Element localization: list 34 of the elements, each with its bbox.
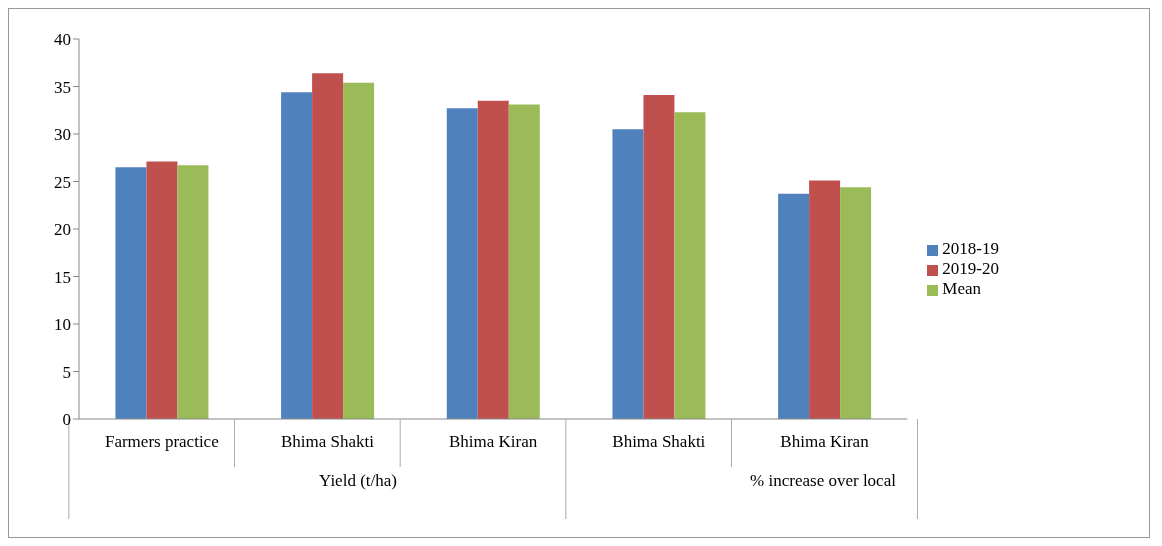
bar xyxy=(477,100,509,419)
y-tick-label: 35 xyxy=(54,77,71,97)
bar xyxy=(643,95,675,419)
bar xyxy=(612,129,644,419)
legend-label: 2018-19 xyxy=(942,239,999,258)
y-tick-label: 40 xyxy=(54,30,71,50)
bar xyxy=(508,104,540,419)
y-tick-label: 10 xyxy=(54,315,71,335)
y-tick-label: 20 xyxy=(54,220,71,240)
x-tick-label: Bhima Kiran xyxy=(780,432,870,451)
bar xyxy=(343,82,375,419)
bar xyxy=(177,165,209,419)
y-tick-label: 15 xyxy=(54,267,71,287)
bar xyxy=(446,108,478,419)
y-tick-label: 25 xyxy=(54,172,71,192)
bar xyxy=(281,92,313,419)
legend-label: 2019-20 xyxy=(942,259,999,278)
x-tick-label: Bhima Kiran xyxy=(449,432,538,451)
y-tick-label: 30 xyxy=(54,125,71,145)
y-tick-label: 5 xyxy=(62,362,71,382)
bar xyxy=(840,187,872,419)
x-tick-label: Bhima Shakti xyxy=(612,432,706,451)
text: % increase over local xyxy=(749,471,897,491)
y-tick-label: 0 xyxy=(62,410,71,430)
bar xyxy=(115,167,147,419)
x-tick-label: Farmers practice xyxy=(104,432,219,451)
text: Yield (t/ha) xyxy=(318,471,398,491)
bar xyxy=(674,112,706,419)
x-tick-label: Bhima Shakti xyxy=(280,432,375,451)
bar xyxy=(146,161,178,419)
bar xyxy=(312,73,344,419)
bar xyxy=(809,180,841,419)
bar xyxy=(778,193,810,419)
legend-label: Mean xyxy=(942,279,982,298)
